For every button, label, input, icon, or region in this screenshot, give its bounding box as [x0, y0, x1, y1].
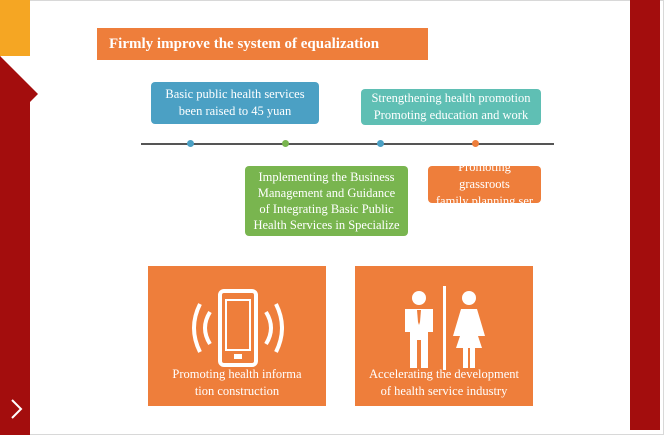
slide-title: Firmly improve the system of equalizatio…: [97, 28, 428, 60]
timeline-item-line: Promoting grassroots: [458, 160, 511, 191]
timeline-item-health-services: Basic public health services been raised…: [151, 82, 319, 124]
timeline-item-line: Strengthening health promotion: [371, 91, 531, 105]
timeline-dot: [282, 140, 289, 147]
timeline-dot: [472, 140, 479, 147]
left-yellow-block: [0, 0, 30, 56]
right-decor-bar: [630, 0, 660, 430]
timeline-item-business-management: Implementing the Business Management and…: [245, 166, 408, 236]
timeline-dot: [187, 140, 194, 147]
timeline-item-line: been raised to 45 yuan: [178, 104, 292, 118]
timeline-item-line: of Integrating Basic Public: [259, 202, 394, 216]
tile-label-line: of health service industry: [380, 384, 508, 398]
mobile-phone-icon: [192, 289, 284, 367]
timeline-item-line: Basic public health services: [165, 87, 305, 101]
timeline-item-line: Implementing the Business: [258, 170, 395, 184]
timeline-dot: [377, 140, 384, 147]
left-decor-bar: [0, 0, 38, 435]
timeline-item-family-planning: Promoting grassroots family planning ser: [428, 160, 541, 208]
timeline-item-line: Management and Guidance: [257, 186, 396, 200]
tile-label: Promoting health informa tion constructi…: [148, 366, 326, 400]
timeline-line: [141, 143, 554, 145]
tile-label-line: Accelerating the development: [369, 367, 519, 381]
timeline-item-line: Promoting education and work: [373, 108, 529, 122]
timeline-item-line: family planning ser: [435, 194, 534, 208]
tile-health-information: Promoting health informa tion constructi…: [148, 266, 326, 406]
left-red-block: [0, 56, 38, 435]
tile-health-service-industry: Accelerating the development of health s…: [355, 266, 533, 406]
timeline-item-line: Health Services in Specialize: [253, 218, 400, 232]
tile-label-line: tion construction: [194, 384, 280, 398]
man-woman-icon: [405, 286, 485, 370]
next-arrow-icon[interactable]: [6, 396, 26, 422]
tile-label-line: Promoting health informa: [172, 367, 302, 381]
timeline-item-health-promotion: Strengthening health promotion Promoting…: [361, 89, 541, 125]
tile-label: Accelerating the development of health s…: [355, 366, 533, 400]
